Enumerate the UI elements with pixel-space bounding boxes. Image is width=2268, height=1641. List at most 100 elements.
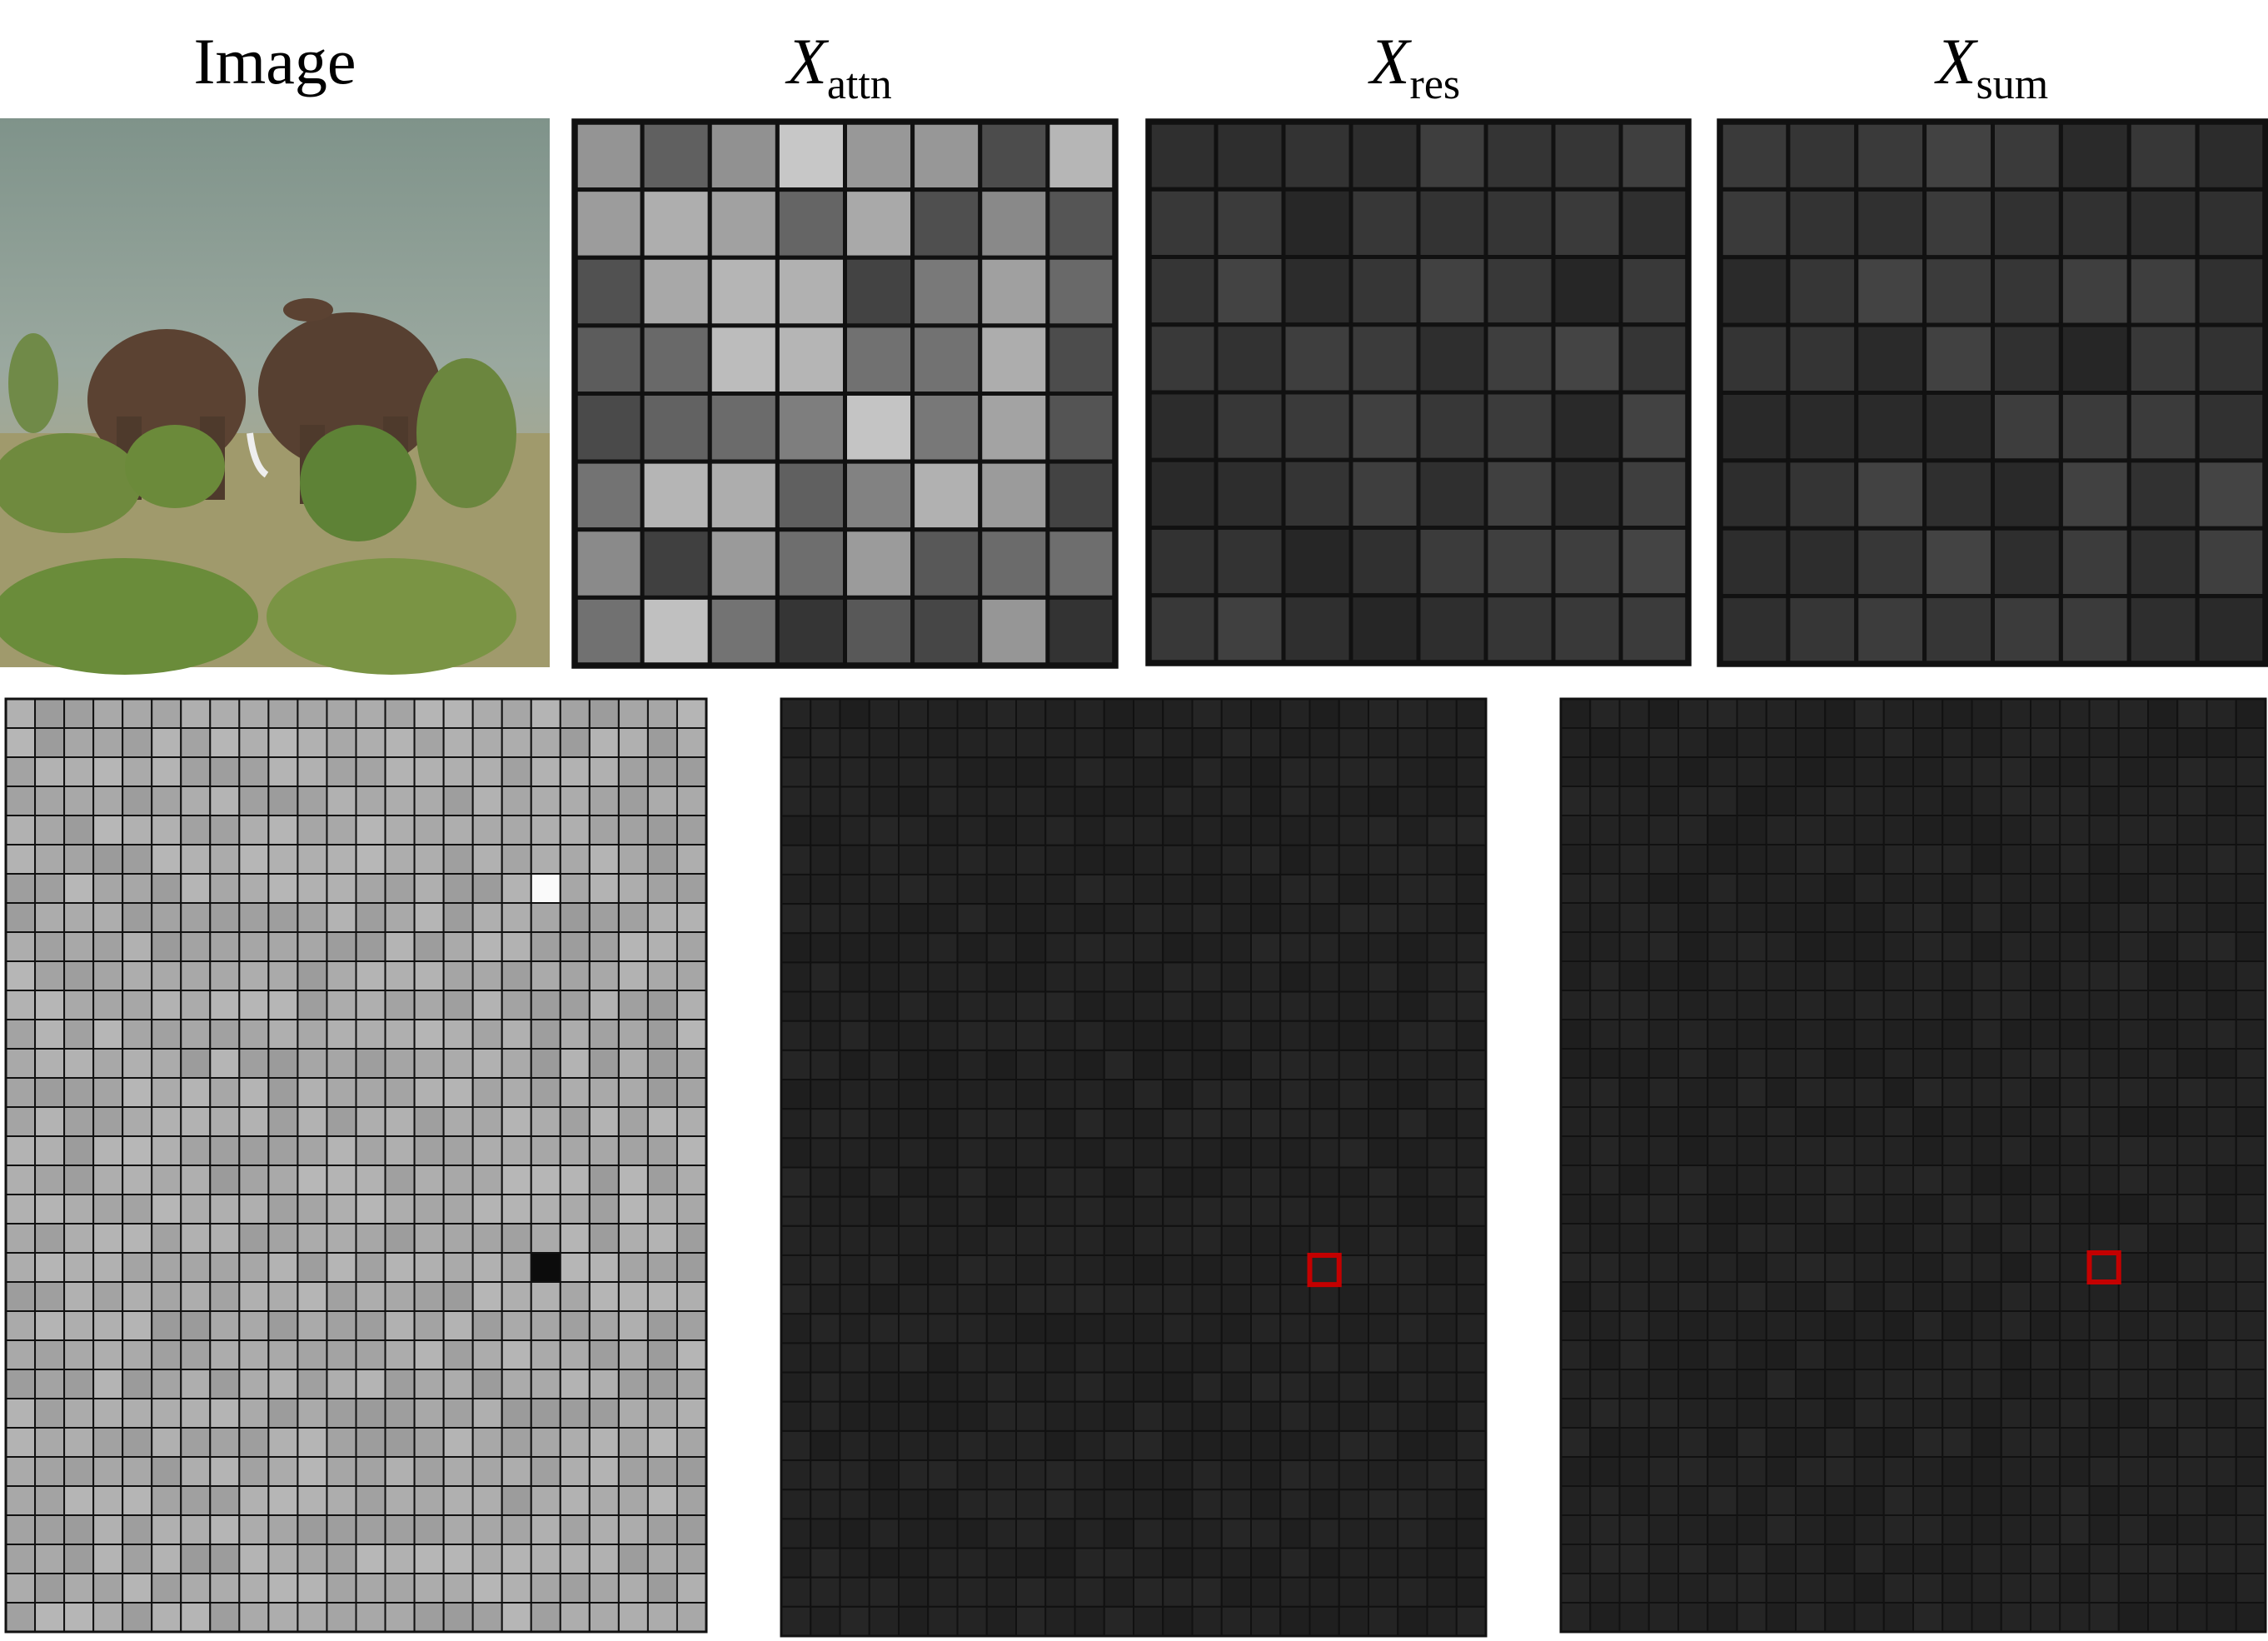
- cell: [2030, 1077, 2061, 1108]
- cell: [5, 1019, 37, 1050]
- cell: [927, 1049, 959, 1081]
- cell: [843, 119, 915, 192]
- cell: [297, 1427, 328, 1458]
- cell: [1853, 1135, 1885, 1166]
- cell: [5, 786, 37, 816]
- cell: [1551, 526, 1623, 598]
- cell: [572, 255, 645, 328]
- cell: [1133, 1489, 1164, 1520]
- cell: [1279, 1195, 1311, 1227]
- cell: [646, 902, 678, 933]
- cell: [646, 1106, 678, 1137]
- cell: [501, 873, 532, 904]
- cell: [1220, 1049, 1252, 1081]
- cell: [2030, 1194, 2061, 1225]
- cell: [1853, 756, 1885, 787]
- cell: [92, 786, 124, 816]
- cell: [1397, 932, 1428, 964]
- cell: [471, 960, 503, 991]
- cell: [1824, 1514, 1856, 1545]
- cell: [1853, 1544, 1885, 1574]
- sum-grid: [1717, 118, 2268, 667]
- cell: [1308, 1313, 1340, 1344]
- cell: [1922, 526, 1995, 599]
- cell: [1795, 1194, 1827, 1225]
- cell: [1455, 698, 1487, 730]
- cell: [956, 903, 988, 935]
- cell: [2117, 815, 2149, 845]
- cell: [1560, 1106, 1592, 1137]
- cell: [1338, 844, 1369, 875]
- cell: [122, 1485, 153, 1516]
- cell: [1074, 844, 1105, 875]
- cell: [1368, 1225, 1399, 1256]
- cell: [2000, 844, 2031, 875]
- cell: [1677, 960, 1709, 991]
- cell: [122, 727, 153, 758]
- cell: [1455, 1108, 1487, 1140]
- cell: [2030, 1573, 2061, 1604]
- cell: [1853, 1456, 1885, 1487]
- cell: [1279, 1371, 1311, 1403]
- cell: [810, 1605, 841, 1637]
- cell: [1971, 1048, 2002, 1079]
- cell: [1707, 1106, 1738, 1137]
- cell: [384, 1077, 416, 1108]
- cell: [1103, 1313, 1134, 1344]
- cell: [1250, 1137, 1282, 1169]
- cell: [1044, 1342, 1076, 1374]
- cell: [1707, 756, 1738, 787]
- cell: [238, 1544, 270, 1574]
- cell: [1853, 960, 1885, 991]
- cell: [1416, 457, 1488, 530]
- cell: [209, 1077, 241, 1108]
- cell: [810, 1166, 841, 1198]
- cell: [1971, 1019, 2002, 1050]
- cell: [267, 1019, 299, 1050]
- cell: [413, 960, 445, 991]
- cell: [1368, 1137, 1399, 1169]
- cell: [1795, 1281, 1827, 1312]
- cell: [1133, 1254, 1164, 1286]
- cell: [675, 902, 707, 933]
- cell: [2147, 990, 2179, 1020]
- cell: [384, 1369, 416, 1399]
- cell: [810, 1020, 841, 1051]
- cell: [1220, 1371, 1252, 1403]
- cell: [151, 756, 182, 787]
- cell: [780, 1518, 812, 1549]
- cell: [588, 815, 620, 845]
- cell: [530, 931, 561, 962]
- cell: [1677, 1573, 1709, 1604]
- cell: [780, 1313, 812, 1344]
- cell: [1015, 990, 1047, 1022]
- cell: [1736, 1398, 1767, 1429]
- cell: [1015, 727, 1047, 759]
- cell: [1854, 594, 1927, 666]
- cell: [1824, 960, 1856, 991]
- cell: [530, 990, 561, 1020]
- cell: [209, 1019, 241, 1050]
- cell: [898, 1195, 930, 1227]
- cell: [1971, 1281, 2002, 1312]
- cell: [1647, 1077, 1679, 1108]
- cell: [1795, 1485, 1827, 1516]
- cell: [209, 1369, 241, 1399]
- cell: [1736, 1573, 1767, 1604]
- cell: [180, 1573, 212, 1604]
- cell: [927, 1576, 959, 1608]
- cell: [646, 1048, 678, 1079]
- cell: [326, 1485, 357, 1516]
- cell: [810, 1400, 841, 1432]
- cell: [588, 1077, 620, 1108]
- cell: [588, 1048, 620, 1079]
- cell: [2235, 902, 2266, 933]
- cell: [34, 698, 66, 729]
- cell: [1677, 698, 1709, 729]
- cell: [1922, 187, 1995, 260]
- cell: [1854, 322, 1927, 395]
- cell: [985, 844, 1017, 875]
- cell: [2059, 931, 2091, 962]
- cell: [1677, 1310, 1709, 1341]
- cell: [2195, 187, 2268, 260]
